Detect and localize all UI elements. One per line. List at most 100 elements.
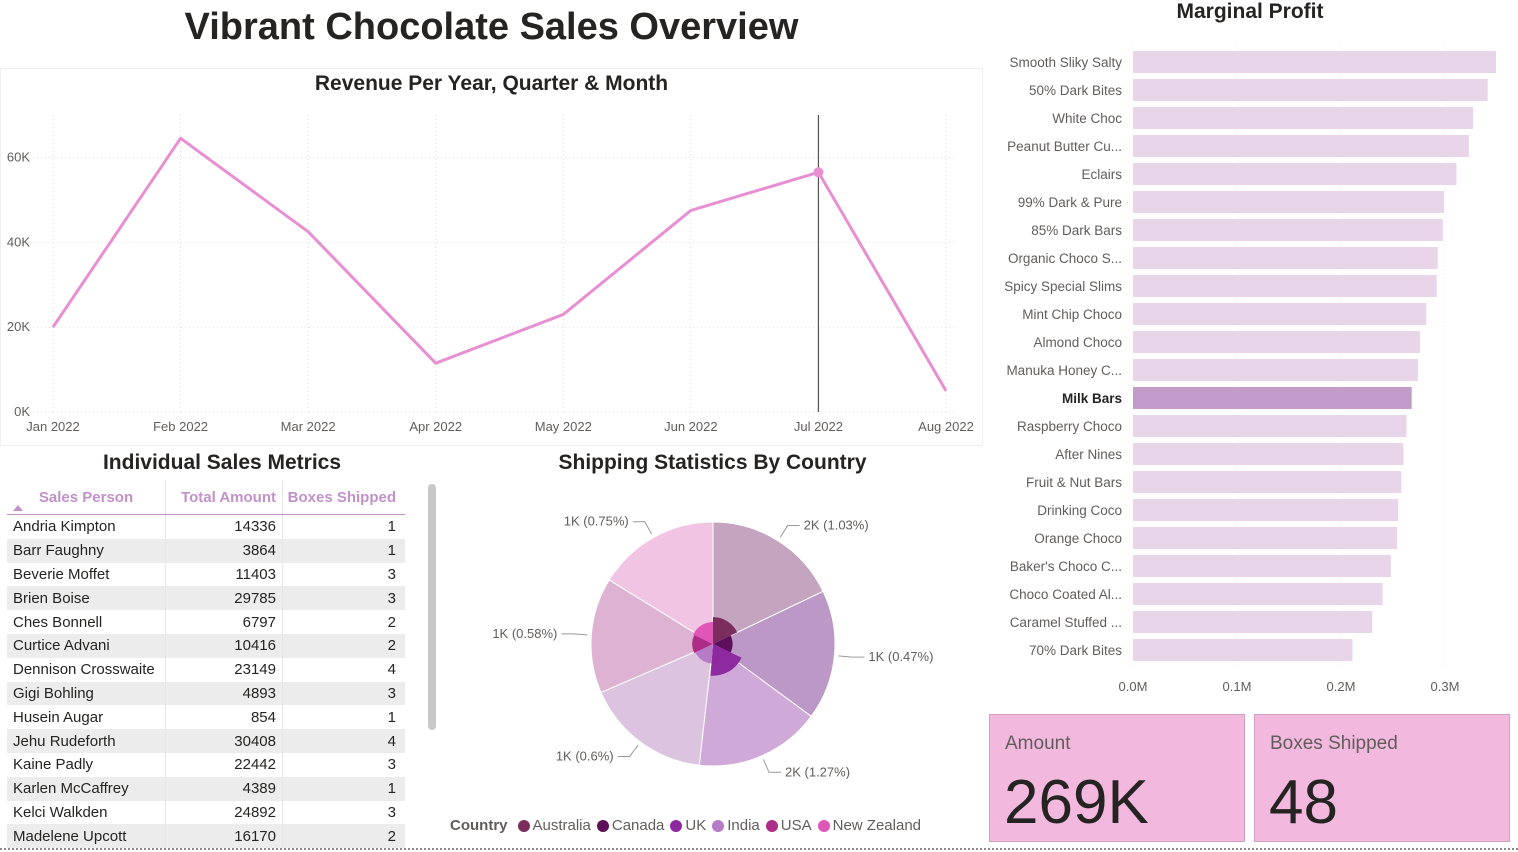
legend-item[interactable]: Canada [596, 817, 665, 834]
profit-bar[interactable] [1133, 331, 1421, 353]
profit-bar[interactable] [1133, 471, 1402, 493]
pie-slice[interactable] [712, 521, 824, 645]
profit-bar[interactable] [1133, 611, 1373, 633]
bar-category-label: Eclairs [1081, 167, 1122, 182]
legend-item[interactable]: USA [765, 817, 812, 834]
profit-bar[interactable] [1133, 555, 1391, 577]
profit-bar[interactable] [1133, 415, 1407, 437]
shipping-pie-chart[interactable]: 2K (1.03%) 1K (0.47%) 2K (1.27%) 1K (0.6%) 1… [440, 480, 985, 810]
profit-bar[interactable] [1133, 303, 1427, 325]
bar-category-label: Smooth Sliky Salty [1009, 55, 1122, 70]
revenue-chart-panel [0, 68, 983, 446]
header-total-amount[interactable]: Total Amount [165, 480, 282, 514]
y-tick-label: 60K [7, 149, 30, 164]
cell-boxes-shipped: 2 [282, 824, 402, 849]
marginal-profit-bar-chart[interactable]: 0.0M 0.1M 0.2M 0.3M Smooth Sliky Salty 50% Da… [990, 36, 1518, 700]
bar-category-label: Orange Choco [1034, 531, 1122, 546]
sort-ascending-icon[interactable] [13, 505, 23, 511]
bar-category-label: 50% Dark Bites [1029, 83, 1122, 98]
pie-inner-segment[interactable] [695, 644, 713, 664]
table-scrollbar[interactable] [428, 484, 436, 730]
x-tick-label: May 2022 [535, 419, 592, 434]
pie-slice[interactable] [600, 643, 714, 766]
y-tick-label: 40K [7, 234, 30, 249]
table-row[interactable]: Madelene Upcott 16170 2 [7, 824, 405, 849]
cell-total-amount: 23149 [165, 657, 282, 682]
profit-bar[interactable] [1133, 639, 1353, 661]
pie-inner-segment[interactable] [710, 644, 742, 676]
table-row[interactable]: Karlen McCaffrey 4389 1 [7, 776, 405, 801]
table-row[interactable]: Gigi Bohling 4893 3 [7, 681, 405, 706]
profit-bar[interactable] [1133, 219, 1443, 241]
table-row[interactable]: Barr Faughny 3864 1 [7, 538, 405, 563]
profit-bar[interactable] [1133, 79, 1488, 101]
profit-bar[interactable] [1133, 135, 1469, 157]
y-tick-label: 0K [14, 404, 30, 419]
cell-total-amount: 22442 [165, 752, 282, 777]
bar-category-label: White Choc [1052, 111, 1122, 126]
pie-data-label: 1K (0.47%) [868, 649, 933, 664]
marginal-profit-title: Marginal Profit [1176, 0, 1324, 23]
legend-item[interactable]: UK [670, 817, 706, 834]
profit-bar[interactable] [1133, 499, 1399, 521]
header-boxes-shipped[interactable]: Boxes Shipped [282, 480, 402, 514]
profit-bar[interactable] [1133, 583, 1383, 605]
table-row[interactable]: Dennison Crosswaite 23149 4 [7, 657, 405, 682]
bar-category-label: Raspberry Choco [1017, 419, 1122, 434]
pie-inner-segment[interactable] [713, 617, 738, 644]
table-row[interactable]: Kelci Walkden 24892 3 [7, 800, 405, 825]
pie-leader-line [779, 525, 800, 538]
legend-item[interactable]: New Zealand [817, 817, 922, 834]
page-title: Vibrant Chocolate Sales Overview [184, 6, 799, 48]
boxes-card: Boxes Shipped 48 [1254, 714, 1510, 842]
table-row[interactable]: Brien Boise 29785 3 [7, 586, 405, 611]
pie-inner-segment[interactable] [693, 622, 713, 644]
cell-total-amount: 854 [165, 705, 282, 730]
cell-sales-person: Husein Augar [13, 708, 104, 726]
pie-inner-segment[interactable] [713, 635, 733, 653]
pie-slice[interactable] [590, 579, 715, 694]
legend-item[interactable]: Australia [517, 817, 591, 834]
profit-bar[interactable] [1133, 387, 1412, 409]
profit-bar[interactable] [1133, 443, 1404, 465]
profit-bar[interactable] [1133, 247, 1438, 269]
pie-data-label: 2K (1.27%) [785, 764, 850, 779]
pie-slice[interactable] [608, 521, 714, 645]
pie-leader-line [617, 744, 639, 757]
profit-bar[interactable] [1133, 191, 1444, 213]
pie-slice[interactable] [712, 590, 836, 718]
table-row[interactable]: Jehu Rudeforth 30408 4 [7, 729, 405, 753]
revenue-point[interactable] [813, 167, 824, 178]
table-row[interactable]: Andria Kimpton 14336 1 [7, 515, 405, 539]
cell-boxes-shipped: 3 [282, 681, 402, 706]
profit-bar[interactable] [1133, 359, 1418, 381]
pie-leader-line [632, 521, 653, 535]
pie-leader-line [561, 633, 588, 636]
revenue-series-line[interactable] [51, 136, 948, 392]
profit-bar[interactable] [1133, 527, 1398, 549]
bar-category-label: Spicy Special Slims [1004, 279, 1122, 294]
legend-item[interactable]: India [712, 817, 760, 834]
profit-bar[interactable] [1133, 275, 1437, 297]
pie-leader-line [838, 655, 865, 658]
table-row[interactable]: Kaine Padly 22442 3 [7, 752, 405, 777]
bar-category-label: Caramel Stuffed ... [1010, 615, 1122, 630]
pie-inner-segment[interactable] [692, 635, 713, 653]
revenue-line-chart[interactable]: 0K 20K 40K 60K Jan 2022 Feb 2022 Mar 2022 Apr 2… [0, 100, 983, 445]
profit-bar[interactable] [1133, 51, 1496, 73]
legend-label: Canada [611, 817, 665, 834]
legend-dot-icon [765, 819, 778, 832]
legend-label: New Zealand [832, 817, 922, 834]
profit-bar[interactable] [1133, 107, 1474, 129]
table-row[interactable]: Ches Bonnell 6797 2 [7, 610, 405, 634]
bar-category-label: Peanut Butter Cu... [1007, 139, 1122, 154]
boxes-label: Boxes Shipped [1270, 733, 1398, 754]
table-row[interactable]: Beverie Moffet 11403 3 [7, 562, 405, 587]
cell-sales-person: Gigi Bohling [13, 684, 94, 702]
pie-slice[interactable] [698, 643, 812, 767]
bar-category-label: 70% Dark Bites [1029, 643, 1122, 658]
header-sales-person[interactable]: Sales Person [38, 488, 134, 506]
table-row[interactable]: Husein Augar 854 1 [7, 705, 405, 730]
profit-bar[interactable] [1133, 163, 1457, 185]
table-row[interactable]: Curtice Advani 10416 2 [7, 633, 405, 658]
